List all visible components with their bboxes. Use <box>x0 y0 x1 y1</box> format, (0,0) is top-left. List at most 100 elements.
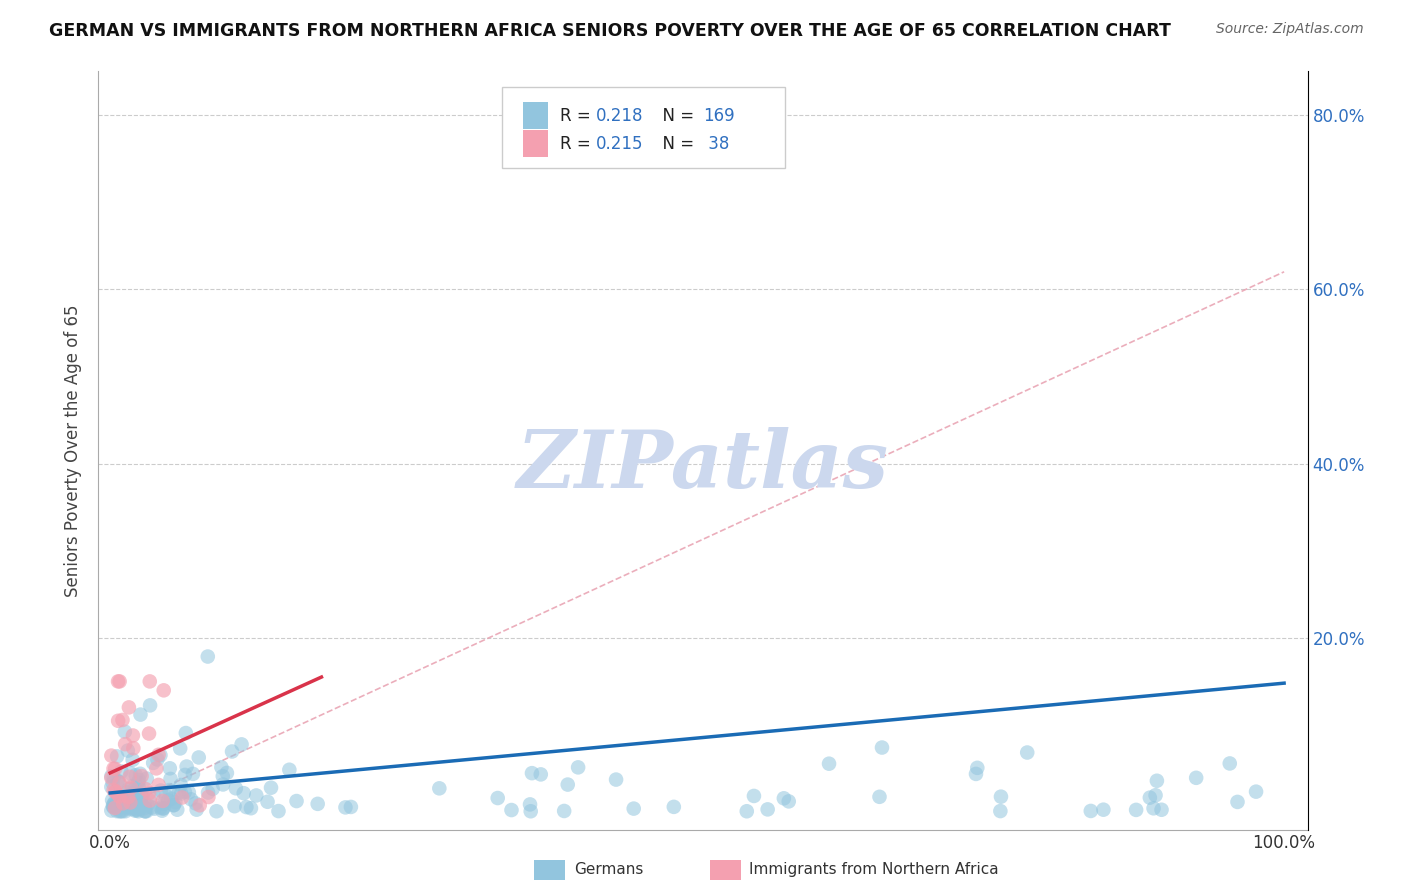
Point <box>118 700 141 714</box>
Point <box>127 801 149 815</box>
Point <box>742 789 765 803</box>
Point <box>176 759 198 773</box>
Point <box>134 804 156 818</box>
Point <box>134 804 156 818</box>
Point <box>146 752 169 766</box>
Point <box>166 803 188 817</box>
Point <box>138 786 160 800</box>
Point <box>125 798 148 813</box>
Point <box>107 714 129 728</box>
Point <box>1146 773 1168 788</box>
Point <box>427 781 450 796</box>
Point <box>103 762 125 776</box>
Point <box>148 747 170 762</box>
Point <box>159 761 181 775</box>
Point <box>285 794 308 808</box>
Point <box>180 792 202 806</box>
Point <box>100 748 122 763</box>
Point <box>138 726 160 740</box>
Point <box>127 801 149 815</box>
Point <box>519 804 541 818</box>
Point <box>103 797 125 811</box>
Point <box>101 776 124 790</box>
Point <box>131 789 153 803</box>
Point <box>231 738 253 752</box>
Point <box>869 789 891 804</box>
Point <box>117 799 139 814</box>
Point <box>519 797 541 812</box>
Point <box>197 649 219 664</box>
Point <box>149 783 172 797</box>
Text: 0.218: 0.218 <box>596 107 644 125</box>
Point <box>224 799 246 814</box>
Point <box>115 792 138 806</box>
Point <box>153 797 176 811</box>
Point <box>128 780 150 795</box>
Point <box>1139 790 1161 805</box>
Point <box>152 683 174 698</box>
Point <box>1226 795 1249 809</box>
Point <box>105 797 128 812</box>
Point <box>103 800 125 814</box>
Point <box>114 804 136 818</box>
Point <box>120 766 142 780</box>
Y-axis label: Seniors Poverty Over the Age of 65: Seniors Poverty Over the Age of 65 <box>65 304 83 597</box>
Point <box>988 804 1011 818</box>
Point <box>1142 801 1164 815</box>
Point <box>966 761 988 775</box>
Point <box>187 750 209 764</box>
Point <box>735 804 758 818</box>
Point <box>107 674 129 689</box>
Point <box>1219 756 1241 771</box>
Point <box>134 782 156 797</box>
Point <box>131 769 153 783</box>
Point <box>148 778 170 792</box>
Point <box>188 798 211 813</box>
Point <box>141 800 163 814</box>
Point <box>152 802 174 816</box>
Point <box>553 804 575 818</box>
Point <box>111 796 134 810</box>
Point <box>150 804 173 818</box>
Point <box>778 794 800 808</box>
Point <box>818 756 841 771</box>
Point <box>131 798 153 813</box>
Point <box>186 803 208 817</box>
Point <box>100 769 122 783</box>
Point <box>129 707 152 722</box>
Text: Germans: Germans <box>574 863 643 877</box>
Point <box>101 799 124 814</box>
Point <box>145 761 167 775</box>
Point <box>104 762 127 776</box>
Point <box>1185 771 1208 785</box>
Point <box>162 798 184 813</box>
Point <box>155 789 177 803</box>
Text: Immigrants from Northern Africa: Immigrants from Northern Africa <box>749 863 1000 877</box>
Point <box>172 790 194 805</box>
Point <box>1080 804 1102 818</box>
Point <box>174 726 197 740</box>
Point <box>159 783 181 797</box>
Point <box>104 784 127 798</box>
Text: ZIPatlas: ZIPatlas <box>517 427 889 504</box>
Point <box>160 791 183 805</box>
Point <box>105 795 128 809</box>
Point <box>120 780 142 795</box>
Point <box>159 772 181 786</box>
Point <box>134 797 156 812</box>
Point <box>125 803 148 817</box>
Point <box>212 777 235 791</box>
Point <box>177 785 200 799</box>
Text: 169: 169 <box>703 107 734 125</box>
Point <box>990 789 1012 804</box>
Point <box>108 804 131 818</box>
Point <box>128 772 150 787</box>
Point <box>184 797 207 811</box>
Point <box>756 802 779 816</box>
Point <box>108 776 131 790</box>
Point <box>170 787 193 801</box>
Point <box>557 778 579 792</box>
Point <box>221 744 243 758</box>
Point <box>121 791 143 805</box>
Point <box>773 791 796 805</box>
